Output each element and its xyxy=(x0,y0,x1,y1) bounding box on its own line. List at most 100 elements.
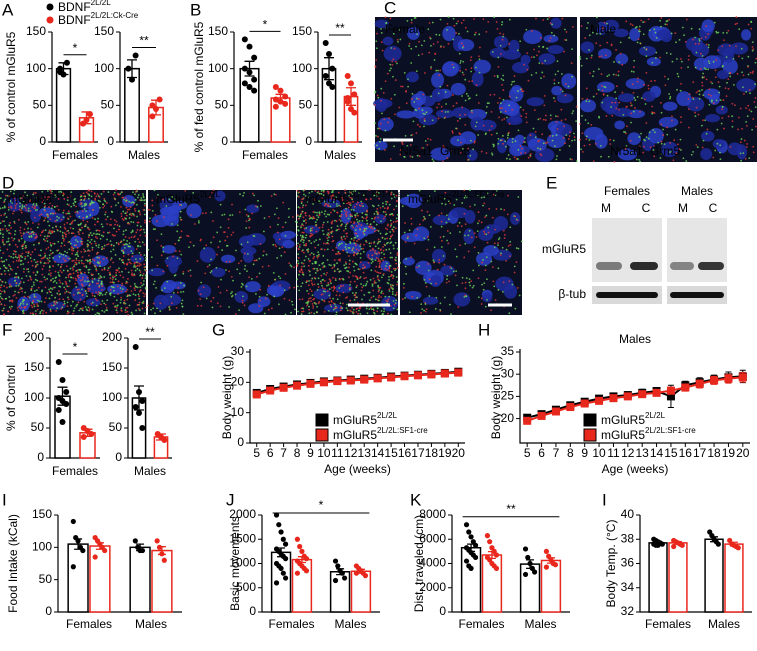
signal-dot xyxy=(394,94,396,96)
lane-label: C xyxy=(709,201,718,215)
signal-dot xyxy=(420,303,422,305)
panel-letter: I xyxy=(2,490,7,509)
signal-dot xyxy=(210,212,212,214)
signal-dot xyxy=(23,271,25,273)
signal-dot xyxy=(326,237,328,239)
signal-dot xyxy=(557,116,559,118)
signal-dot xyxy=(356,249,358,251)
signal-dot xyxy=(92,309,94,311)
signal-dot xyxy=(41,310,43,312)
signal-dot xyxy=(435,297,437,299)
nucleus xyxy=(431,72,444,87)
signal-dot xyxy=(99,196,101,198)
signal-dot xyxy=(27,221,29,223)
signal-dot xyxy=(188,246,190,248)
signal-dot xyxy=(644,140,646,142)
signal-dot xyxy=(118,229,120,231)
signal-dot xyxy=(581,65,583,67)
signal-dot xyxy=(27,231,29,233)
signal-dot xyxy=(379,128,381,130)
signal-dot xyxy=(98,262,100,264)
signal-dot xyxy=(326,285,328,287)
signal-dot xyxy=(498,66,500,68)
signal-dot xyxy=(328,301,330,303)
signal-dot xyxy=(324,311,326,313)
signal-dot xyxy=(97,229,99,231)
signal-dot xyxy=(75,244,77,246)
signal-dot xyxy=(30,289,32,291)
signal-dot xyxy=(23,310,25,312)
signal-dot xyxy=(312,227,314,229)
data-point xyxy=(468,534,473,539)
signal-dot xyxy=(346,233,348,235)
signal-dot xyxy=(145,307,147,309)
x-category-label: Females xyxy=(52,464,98,478)
signal-dot xyxy=(334,270,336,272)
signal-dot xyxy=(416,98,418,100)
signal-dot xyxy=(394,113,396,115)
signal-dot xyxy=(442,161,444,163)
signal-dot xyxy=(470,59,472,61)
signal-dot xyxy=(395,260,397,262)
signal-dot xyxy=(131,312,133,314)
signal-dot xyxy=(348,267,350,269)
signal-dot xyxy=(497,242,499,244)
signal-dot xyxy=(549,16,551,18)
signal-dot xyxy=(51,207,53,209)
signal-dot xyxy=(584,145,586,147)
signal-dot xyxy=(72,269,74,271)
signal-dot xyxy=(20,303,22,305)
signal-dot xyxy=(380,28,382,30)
signal-dot xyxy=(59,256,61,258)
signal-dot xyxy=(285,273,287,275)
signal-dot xyxy=(130,263,132,265)
signal-dot xyxy=(705,68,707,70)
nucleus xyxy=(527,97,545,106)
signal-dot xyxy=(716,99,718,101)
signal-dot xyxy=(702,119,704,121)
signal-dot xyxy=(511,109,513,111)
signal-dot xyxy=(390,241,392,243)
signal-dot xyxy=(388,270,390,272)
signal-dot xyxy=(67,305,69,307)
panel-letter: B xyxy=(190,0,201,19)
signal-dot xyxy=(508,132,510,134)
signal-dot xyxy=(405,273,407,275)
signal-dot xyxy=(34,207,36,209)
signal-dot xyxy=(43,220,45,222)
signal-dot xyxy=(331,300,333,302)
signal-dot xyxy=(559,149,561,151)
signal-dot xyxy=(102,300,104,302)
y-tick-label: 0 xyxy=(37,450,44,464)
signal-dot xyxy=(74,283,76,285)
group-label: Females xyxy=(604,184,650,198)
signal-dot xyxy=(309,254,311,256)
signal-dot xyxy=(33,272,35,274)
signal-dot xyxy=(454,248,456,250)
signal-dot xyxy=(28,271,30,273)
signal-dot xyxy=(492,266,494,268)
signal-dot xyxy=(393,275,395,277)
signal-dot xyxy=(509,226,511,228)
signal-dot xyxy=(386,262,388,264)
signal-dot xyxy=(389,64,391,66)
nucleus xyxy=(432,88,444,102)
y-tick-label: 100 xyxy=(102,390,122,404)
signal-dot xyxy=(493,146,495,148)
signal-dot xyxy=(495,299,497,301)
signal-dot xyxy=(679,39,681,41)
signal-dot xyxy=(385,228,387,230)
signal-dot xyxy=(154,280,156,282)
legend-label-sup: 2L/2L:SF1-cre xyxy=(377,426,428,435)
signal-dot xyxy=(13,253,15,255)
signal-dot xyxy=(453,25,455,27)
y-tick-label: 50 xyxy=(299,98,313,112)
signal-dot xyxy=(21,256,23,258)
signal-dot xyxy=(320,248,322,250)
data-point xyxy=(329,84,335,90)
data-point xyxy=(63,401,69,407)
signal-dot xyxy=(70,268,72,270)
signal-dot xyxy=(82,256,84,258)
signal-dot xyxy=(404,232,406,234)
blot xyxy=(667,218,727,282)
